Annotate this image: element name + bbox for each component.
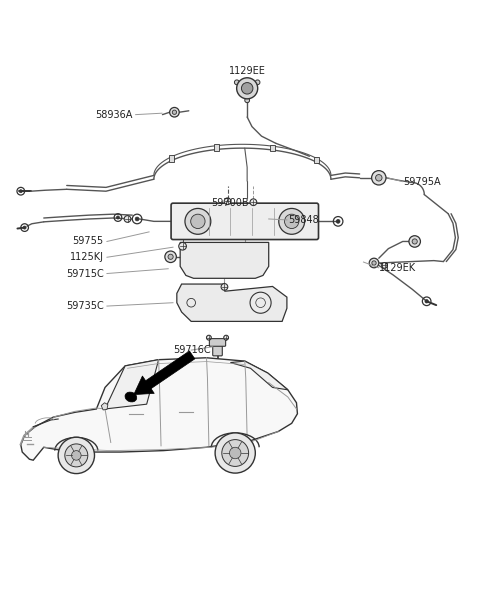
- Circle shape: [372, 171, 386, 185]
- Text: 59755: 59755: [72, 237, 104, 247]
- Text: 1129EK: 1129EK: [379, 263, 416, 273]
- Circle shape: [172, 110, 177, 114]
- Circle shape: [425, 299, 428, 303]
- Polygon shape: [230, 361, 288, 390]
- Circle shape: [336, 219, 340, 224]
- Text: 58936A: 58936A: [95, 110, 132, 120]
- Text: 59715C: 59715C: [66, 269, 104, 279]
- Circle shape: [72, 451, 81, 460]
- Circle shape: [206, 335, 211, 340]
- Bar: [270, 145, 275, 151]
- Text: 59848: 59848: [288, 215, 319, 225]
- Circle shape: [169, 107, 179, 117]
- Circle shape: [23, 226, 26, 229]
- Polygon shape: [180, 243, 269, 278]
- Text: 1125KJ: 1125KJ: [70, 252, 104, 262]
- Text: 59795A: 59795A: [403, 177, 440, 187]
- Circle shape: [191, 214, 205, 228]
- Circle shape: [58, 437, 95, 474]
- Circle shape: [117, 216, 120, 219]
- Text: 1129EE: 1129EE: [229, 66, 265, 76]
- Ellipse shape: [125, 392, 137, 402]
- Circle shape: [245, 98, 250, 103]
- Polygon shape: [134, 351, 195, 394]
- Circle shape: [165, 251, 176, 263]
- Polygon shape: [177, 284, 287, 321]
- Text: 59735C: 59735C: [66, 301, 104, 311]
- Circle shape: [222, 439, 249, 467]
- Circle shape: [224, 198, 231, 205]
- FancyBboxPatch shape: [209, 339, 226, 346]
- Circle shape: [179, 243, 186, 250]
- Circle shape: [19, 190, 23, 193]
- Circle shape: [224, 335, 228, 340]
- Circle shape: [185, 208, 211, 234]
- Circle shape: [234, 80, 239, 85]
- Circle shape: [412, 239, 417, 244]
- Circle shape: [250, 199, 257, 206]
- Circle shape: [369, 258, 379, 268]
- Circle shape: [168, 254, 173, 259]
- Text: 59700B: 59700B: [212, 198, 249, 208]
- Circle shape: [285, 214, 299, 228]
- Circle shape: [124, 216, 131, 222]
- Circle shape: [221, 283, 228, 291]
- Polygon shape: [21, 358, 298, 460]
- Circle shape: [229, 447, 241, 459]
- Circle shape: [255, 80, 260, 85]
- Text: 59716C: 59716C: [173, 345, 211, 355]
- Circle shape: [382, 263, 387, 268]
- Circle shape: [237, 78, 258, 99]
- Circle shape: [375, 174, 382, 181]
- Bar: [169, 155, 174, 162]
- Circle shape: [135, 217, 139, 221]
- Circle shape: [279, 208, 305, 234]
- FancyBboxPatch shape: [171, 203, 319, 240]
- Bar: [314, 157, 319, 164]
- Polygon shape: [101, 403, 108, 410]
- Circle shape: [65, 444, 88, 467]
- Polygon shape: [105, 360, 158, 409]
- Circle shape: [241, 82, 253, 94]
- Bar: [215, 144, 219, 151]
- FancyBboxPatch shape: [213, 343, 222, 356]
- Circle shape: [215, 433, 255, 473]
- Circle shape: [372, 261, 376, 265]
- Circle shape: [409, 235, 420, 247]
